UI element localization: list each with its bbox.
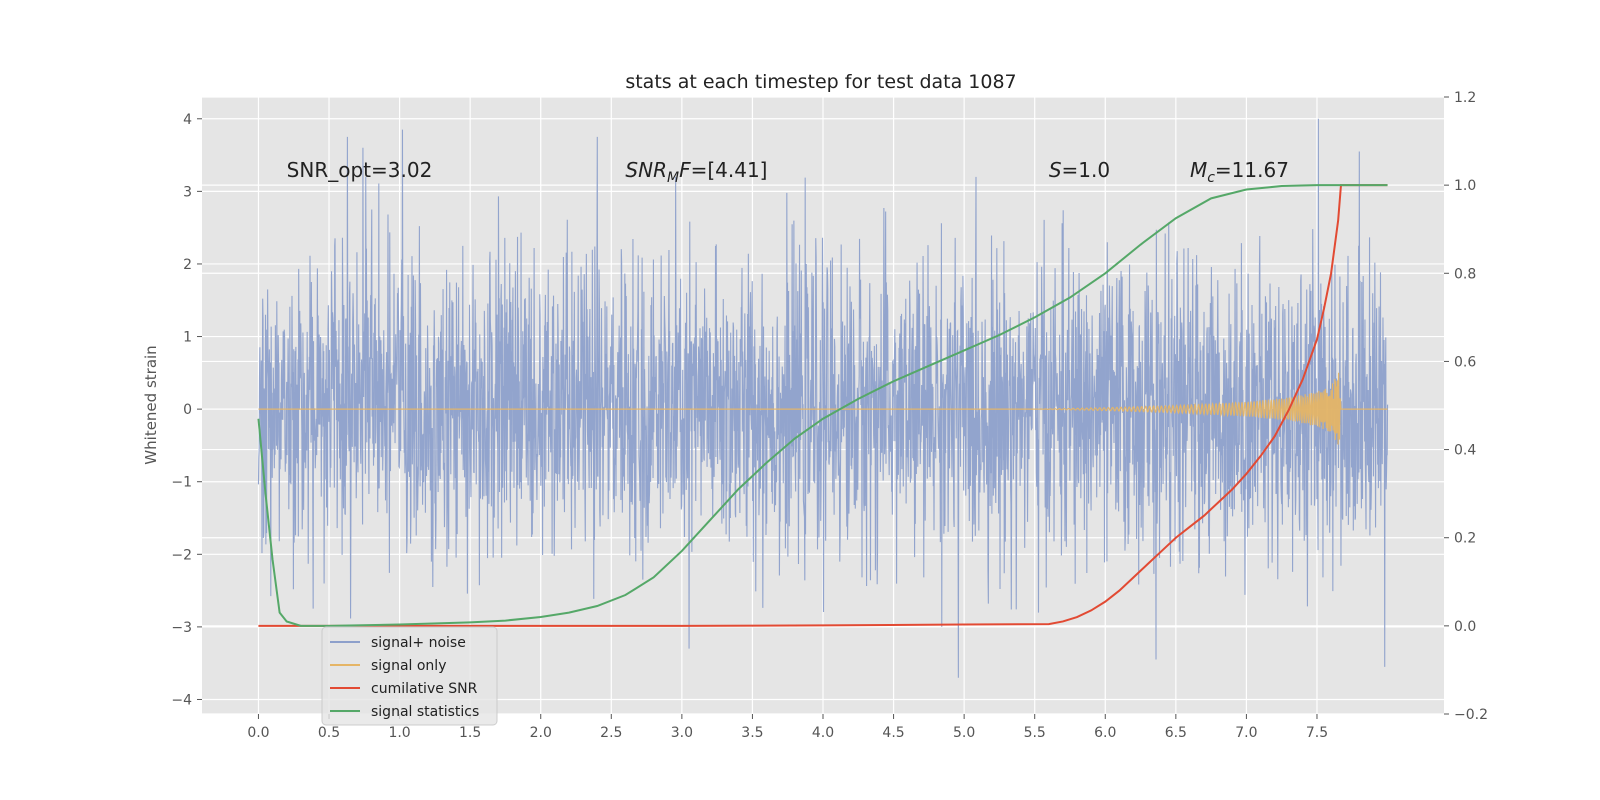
annotation-text: S=1.0 — [1049, 158, 1110, 182]
x-tick-label: 4.5 — [882, 725, 904, 741]
series-signal-plus-noise — [257, 118, 1389, 678]
signal-only-line — [258, 372, 1388, 445]
annotation-text: SNRMF=[4.41] — [625, 158, 767, 186]
legend: signal+ noise signal only cumilative SNR si… — [321, 626, 498, 726]
y2-tick-label: 1.0 — [1454, 178, 1476, 194]
y-tick-label: −3 — [171, 620, 192, 636]
x-tick-label: 5.5 — [1024, 725, 1046, 741]
x-tick-label: 0.5 — [318, 725, 340, 741]
y-tick-label: −2 — [171, 547, 192, 563]
x-tick-label: 0.0 — [247, 725, 269, 741]
x-tick-label: 3.0 — [671, 725, 693, 741]
x-tick-label: 5.0 — [953, 725, 975, 741]
legend-label: signal only — [371, 658, 446, 674]
legend-label: signal+ noise — [371, 635, 466, 651]
cumilative-snr-line — [258, 184, 1388, 627]
y-tick-label: 1 — [183, 330, 192, 346]
x-tick-label: 7.5 — [1306, 725, 1328, 741]
y-tick-label: 3 — [183, 184, 192, 200]
y2-tick-label: 1.2 — [1454, 90, 1476, 106]
x-tick-label: 6.5 — [1165, 725, 1187, 741]
x-tick-label: 2.0 — [530, 725, 552, 741]
x-tick-label: 2.5 — [600, 725, 622, 741]
series-lines — [257, 184, 1388, 627]
legend-label: cumilative SNR — [371, 681, 478, 697]
annotation-symbol: SNR — [625, 158, 667, 182]
annotations: SNR_opt=3.02 SNRMF=[4.41] S=1.0 Mc=11.67 — [287, 158, 1289, 186]
annotation-text: SNR_opt=3.02 — [287, 158, 433, 182]
series-signal-only — [258, 372, 1388, 445]
y-tick-label: 0 — [183, 402, 192, 418]
x-tick-label: 1.0 — [388, 725, 410, 741]
y2-tick-label: −0.2 — [1454, 707, 1488, 723]
y-tick-label: −4 — [171, 692, 192, 708]
y-tick-label: 4 — [183, 112, 192, 128]
legend-label: signal statistics — [371, 704, 479, 720]
annotation-symbol: S — [1049, 158, 1062, 182]
x-tick-label: 3.5 — [741, 725, 763, 741]
y2-tick-label: 0.0 — [1454, 619, 1476, 635]
y-tick-label: 2 — [183, 257, 192, 273]
annotation-subscript: c — [1207, 170, 1215, 186]
signal-statistics-line — [257, 184, 1388, 627]
y-axis-label: Whitened strain — [142, 345, 160, 464]
x-tick-label: 6.0 — [1094, 725, 1116, 741]
annotation-symbol: M — [1190, 158, 1207, 182]
chart-title: stats at each timestep for test data 108… — [625, 71, 1016, 93]
y2-tick-label: 0.2 — [1454, 531, 1476, 547]
legend-box — [321, 626, 498, 726]
annotation-symbol: F — [679, 158, 691, 182]
x-tick-label: 1.5 — [459, 725, 481, 741]
annotation-value: =1.0 — [1062, 158, 1111, 182]
annotation-value: =11.67 — [1215, 158, 1289, 182]
annotation-value: =[4.41] — [691, 158, 768, 182]
y2-tick-label: 0.4 — [1454, 443, 1476, 459]
annotation-text: Mc=11.67 — [1190, 158, 1289, 186]
annotation-subscript: M — [667, 170, 679, 186]
x-tick-label: 7.0 — [1235, 725, 1257, 741]
y2-tick-label: 0.6 — [1454, 354, 1476, 370]
y2-tick-label: 0.8 — [1454, 266, 1476, 282]
axes: 0.0 0.5 1.0 1.5 2.0 2.5 3.0 3.5 4.0 4.5 5.0 5.5 6.0 6… — [171, 90, 1488, 741]
y-tick-label: −1 — [171, 475, 192, 491]
x-tick-label: 4.0 — [812, 725, 834, 741]
signal-plus-noise-line — [257, 118, 1389, 678]
